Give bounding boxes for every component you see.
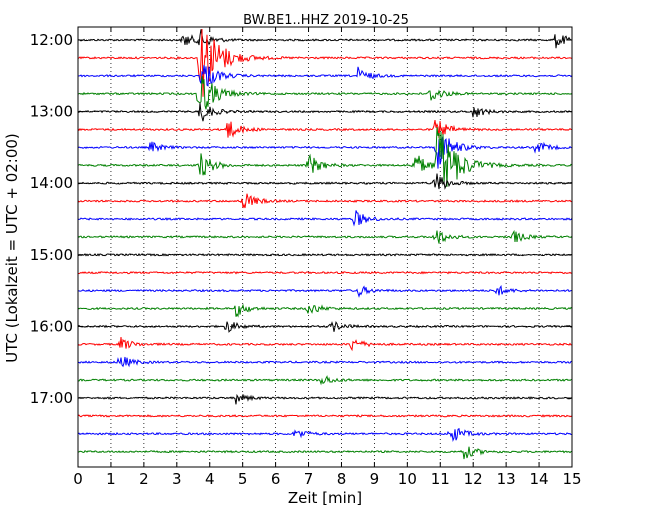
trace-1545 — [77, 303, 573, 318]
trace-1700 — [77, 393, 573, 405]
trace-1230 — [77, 65, 573, 87]
y-tick-label: 17:00 — [30, 389, 73, 407]
trace-1730 — [77, 427, 573, 443]
trace-line — [77, 229, 573, 244]
trace-line — [77, 375, 573, 386]
trace-line — [77, 303, 573, 318]
trace-1215 — [77, 29, 573, 97]
trace-1400 — [77, 173, 573, 190]
trace-1245 — [77, 75, 573, 110]
plot-frame — [77, 26, 573, 468]
trace-line — [77, 270, 573, 275]
x-tick-label: 5 — [238, 470, 248, 488]
trace-line — [77, 414, 573, 418]
trace-line — [77, 210, 573, 227]
y-tick-label: 15:00 — [30, 246, 73, 264]
trace-1500 — [77, 253, 573, 257]
trace-line — [77, 321, 573, 333]
trace-1745 — [77, 446, 573, 460]
trace-line — [77, 336, 573, 352]
x-tick-label: 11 — [431, 470, 450, 488]
trace-line — [77, 393, 573, 405]
y-tick-label: 13:00 — [30, 103, 73, 121]
trace-line — [77, 427, 573, 443]
trace-1645 — [77, 375, 573, 386]
ticks: 0 1 2 3 4 5 6 7 8 9 10 11 12 13 14 1512:0013:0014:0015:… — [30, 27, 582, 488]
trace-line — [77, 173, 573, 190]
x-tick-label: 8 — [337, 470, 347, 488]
x-tick-label: 0 — [73, 470, 83, 488]
trace-1530 — [77, 285, 573, 298]
trace-line — [77, 29, 573, 97]
trace-1615 — [77, 336, 573, 352]
trace-line — [77, 285, 573, 298]
trace-layer — [77, 29, 573, 460]
trace-line — [77, 127, 573, 187]
x-tick-label: 9 — [370, 470, 380, 488]
trace-1415 — [77, 193, 573, 209]
trace-1200 — [77, 29, 573, 49]
trace-1630 — [77, 356, 573, 368]
y-tick-label: 16:00 — [30, 317, 73, 335]
trace-1445 — [77, 229, 573, 244]
trace-1430 — [77, 210, 573, 227]
x-tick-label: 12 — [464, 470, 483, 488]
y-tick-label: 14:00 — [30, 174, 73, 192]
trace-line — [77, 120, 573, 138]
x-tick-label: 3 — [172, 470, 182, 488]
trace-1315 — [77, 120, 573, 138]
trace-line — [77, 193, 573, 209]
trace-1345 — [77, 127, 573, 187]
grid — [78, 27, 572, 467]
x-tick-label: 2 — [139, 470, 149, 488]
trace-line — [77, 356, 573, 368]
trace-1515 — [77, 270, 573, 275]
x-tick-label: 14 — [530, 470, 549, 488]
trace-line — [77, 136, 573, 169]
trace-1715 — [77, 414, 573, 418]
x-tick-label: 6 — [271, 470, 281, 488]
x-tick-label: 13 — [497, 470, 516, 488]
x-tick-label: 7 — [304, 470, 314, 488]
x-tick-label: 15 — [562, 470, 581, 488]
trace-line — [77, 29, 573, 49]
x-tick-label: 1 — [106, 470, 116, 488]
trace-1330 — [77, 136, 573, 169]
y-axis-label: UTC (Lokalzeit = UTC + 02:00) — [3, 133, 21, 363]
y-tick-label: 12:00 — [30, 31, 73, 49]
chart-title: BW.BE1..HHZ 2019-10-25 — [243, 13, 409, 28]
trace-1300 — [77, 102, 573, 122]
trace-line — [77, 446, 573, 460]
x-axis-label: Zeit [min] — [288, 489, 362, 507]
trace-line — [77, 65, 573, 87]
x-tick-label: 4 — [205, 470, 215, 488]
trace-line — [77, 75, 573, 110]
x-tick-label: 10 — [398, 470, 417, 488]
trace-line — [77, 253, 573, 257]
trace-1600 — [77, 321, 573, 333]
trace-line — [77, 102, 573, 122]
